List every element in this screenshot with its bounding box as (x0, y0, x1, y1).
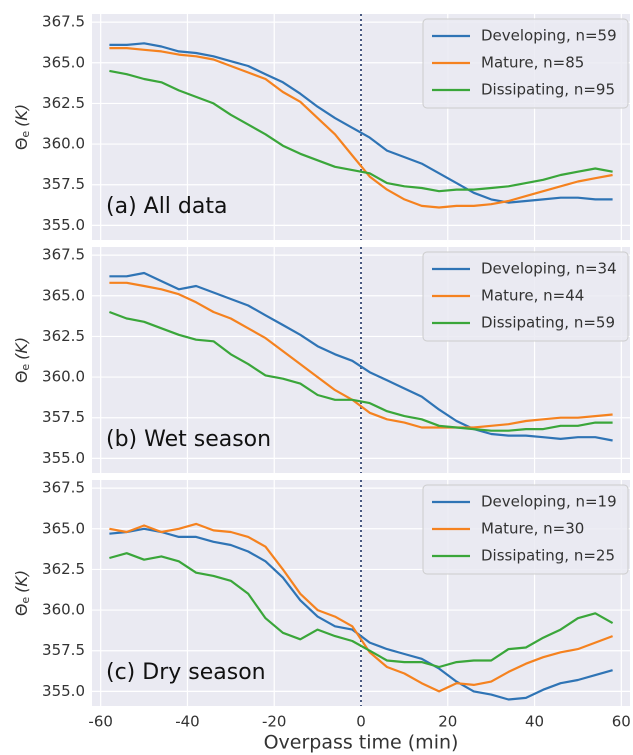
x-tick-label: 20 (438, 713, 457, 731)
legend-label: Developing, n=34 (481, 260, 617, 278)
legend-label: Mature, n=30 (481, 520, 584, 538)
y-tick-label: 355.0 (42, 449, 85, 467)
series-line (109, 42, 613, 204)
y-tick-label: 362.5 (42, 327, 85, 345)
y-label-symbol: Θ (12, 371, 31, 384)
panel-annotation: (c) Dry season (106, 660, 266, 685)
x-tick-label: -40 (175, 713, 200, 731)
legend-label: Dissipating, n=59 (481, 314, 615, 332)
legend: Developing, n=19 Mature, n=30 Dissipating,… (422, 484, 629, 575)
y-tick-label: 357.5 (42, 175, 85, 193)
y-axis-label: Θe (K) (12, 337, 33, 383)
series-line (109, 522, 613, 693)
y-tick-label: 362.5 (42, 560, 85, 578)
y-tick-label: 357.5 (42, 408, 85, 426)
legend-box (422, 251, 629, 342)
legend-label: Mature, n=44 (481, 287, 584, 305)
y-tick-label: 362.5 (42, 94, 85, 112)
x-tick-label: 0 (356, 713, 366, 731)
series-line (109, 271, 613, 442)
legend-label: Developing, n=59 (481, 27, 617, 45)
y-tick-label: 365.0 (42, 519, 85, 537)
x-axis-label: Overpass time (min) (264, 732, 459, 754)
y-axis-label: Θe (K) (12, 570, 33, 616)
y-tick-label: 357.5 (42, 641, 85, 659)
legend-label: Dissipating, n=25 (481, 547, 615, 565)
series-line (109, 310, 613, 432)
y-tick-label: 360.0 (42, 135, 85, 153)
legend-label: Mature, n=85 (481, 54, 584, 72)
y-tick-label: 355.0 (42, 216, 85, 234)
y-label-symbol: Θ (12, 604, 31, 617)
x-tick-label: 60 (612, 713, 631, 731)
y-label-symbol: Θ (12, 138, 31, 151)
y-axis-label: Θe (K) (12, 104, 33, 150)
x-tick-label: -20 (262, 713, 287, 731)
series-line (109, 69, 613, 193)
panel-annotation: (b) Wet season (106, 427, 271, 452)
x-tick-label: 40 (525, 713, 544, 731)
y-label-subscript: e (19, 364, 32, 371)
legend-box (422, 484, 629, 575)
y-label-unit: (K) (12, 337, 31, 360)
x-tick-label: -60 (88, 713, 113, 731)
y-label-unit: (K) (12, 570, 31, 593)
series-line (109, 552, 614, 669)
legend-label: Developing, n=19 (481, 493, 617, 511)
legend: Developing, n=59 Mature, n=85 Dissipating,… (422, 18, 629, 109)
y-label-subscript: e (19, 597, 32, 604)
y-label-subscript: e (19, 131, 32, 138)
y-tick-label: 365.0 (42, 286, 85, 304)
series-line (109, 527, 613, 701)
y-tick-label: 365.0 (42, 53, 85, 71)
series-line (109, 281, 613, 429)
series-line (109, 47, 613, 209)
panel-annotation: (a) All data (106, 194, 227, 219)
y-tick-label: 367.5 (42, 246, 85, 264)
legend-box (422, 18, 629, 109)
legend: Developing, n=34 Mature, n=44 Dissipating,… (422, 251, 629, 342)
y-tick-label: 355.0 (42, 682, 85, 700)
y-tick-label: 367.5 (42, 13, 85, 31)
y-label-unit: (K) (12, 104, 31, 127)
y-tick-label: 360.0 (42, 368, 85, 386)
legend-label: Dissipating, n=95 (481, 81, 615, 99)
y-tick-label: 360.0 (42, 601, 85, 619)
y-tick-label: 367.5 (42, 479, 85, 497)
